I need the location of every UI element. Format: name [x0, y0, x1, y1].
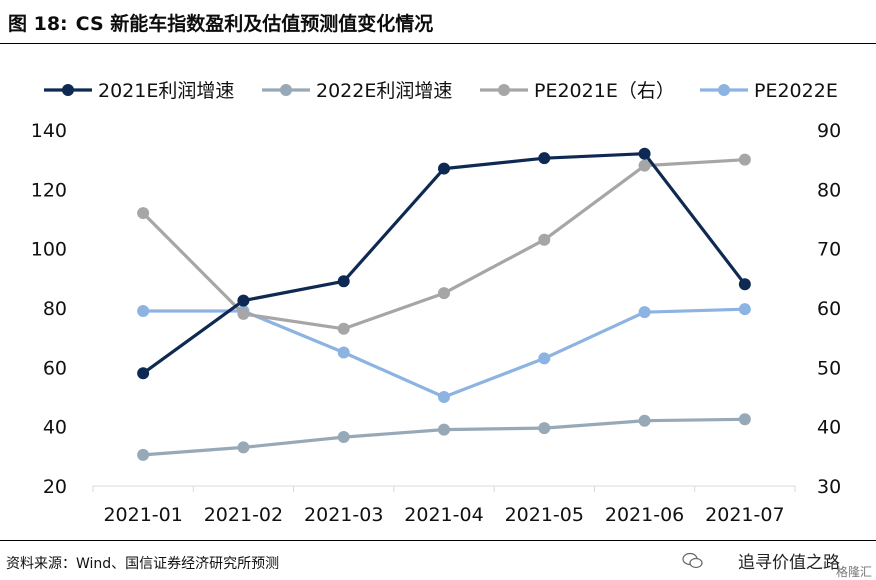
legend-item: 2021E利润增速 [44, 80, 234, 102]
legend-item: 2022E利润增速 [262, 80, 452, 102]
x-axis-tick-label: 2021-06 [605, 504, 684, 526]
x-axis-tick-label: 2021-02 [204, 504, 283, 526]
data-point [638, 306, 651, 319]
figure-title-text: CS 新能车指数盈利及估值预测值变化情况 [75, 13, 434, 35]
data-point [638, 147, 651, 160]
data-point [738, 278, 751, 291]
data-point [438, 162, 450, 175]
left-axis-tick-label: 100 [31, 239, 67, 261]
data-point [237, 307, 250, 320]
x-axis-tick-label: 2021-03 [304, 504, 383, 526]
data-point [638, 159, 651, 172]
left-axis-tick-label: 60 [43, 357, 67, 379]
legend-label: PE2021E（右） [534, 80, 675, 102]
x-axis-tick-label: 2021-04 [404, 504, 483, 526]
data-point [337, 431, 350, 444]
data-point [137, 367, 150, 380]
chart-series [137, 147, 751, 461]
data-point [438, 423, 450, 436]
left-axis-tick-label: 120 [31, 179, 67, 201]
right-axis-tick-label: 80 [817, 179, 841, 201]
data-point [538, 422, 551, 435]
legend-item: PE2022E [700, 80, 838, 102]
left-axis-tick-label: 20 [43, 476, 67, 498]
series-4 [137, 303, 751, 403]
data-point [738, 413, 751, 426]
figure-label: 图 18: [8, 13, 68, 35]
right-axis-ticks: 30 40 50 60 70 80 90 [817, 120, 841, 498]
series-line [143, 307, 745, 399]
watermark-brand: 格隆汇 [835, 565, 872, 579]
data-point [738, 303, 751, 316]
legend-item: PE2021E（右） [480, 80, 675, 102]
series-3 [137, 153, 751, 335]
right-axis-tick-label: 60 [817, 298, 841, 320]
x-axis-ticks: 2021-01 2021-02 2021-03 2021-04 2021-05 2021-… [92, 486, 796, 526]
legend-marker [718, 84, 730, 96]
legend-marker [62, 84, 74, 96]
left-axis-tick-label: 140 [31, 120, 67, 142]
chart-legend: 2021E利润增速 2022E利润增速 PE2021E（右） PE2022E [44, 80, 838, 102]
data-point [538, 152, 551, 165]
data-point [137, 207, 150, 220]
series-line [141, 158, 745, 331]
series-2 [137, 413, 751, 461]
legend-marker [498, 84, 510, 96]
data-point [438, 287, 450, 300]
data-point [638, 414, 651, 427]
data-point [337, 275, 350, 288]
data-point [538, 352, 551, 365]
data-point [137, 304, 150, 317]
series-line [142, 152, 747, 375]
right-axis-tick-label: 30 [817, 476, 841, 498]
left-axis-ticks: 20 40 60 80 100 120 140 [31, 120, 67, 498]
wechat-icon [682, 552, 703, 569]
legend-label: PE2022E [754, 80, 838, 102]
right-axis-tick-label: 90 [817, 120, 841, 142]
data-point [738, 153, 751, 166]
line-chart: 2021E利润增速 2022E利润增速 PE2021E（右） PE2022E 20 40… [31, 80, 841, 526]
right-axis-tick-label: 50 [817, 357, 841, 379]
watermark-text: 追寻价值之路 [738, 553, 840, 573]
left-axis-tick-label: 40 [43, 417, 67, 439]
legend-marker [280, 84, 292, 96]
legend-label: 2022E利润增速 [316, 80, 452, 102]
title-bar: 图 18: CS 新能车指数盈利及估值预测值变化情况 [0, 0, 876, 44]
data-point [137, 448, 150, 461]
series-1 [137, 147, 751, 380]
data-point [337, 346, 350, 359]
right-axis-tick-label: 40 [817, 417, 841, 439]
figure-title: 图 18: CS 新能车指数盈利及估值预测值变化情况 [8, 9, 441, 36]
right-axis-tick-label: 70 [817, 239, 841, 261]
legend-label: 2021E利润增速 [98, 80, 234, 102]
source-bar: 资料来源：Wind、国信证券经济研究所预测 追寻价值之路 格隆汇 [0, 540, 876, 580]
left-axis-tick-label: 80 [43, 298, 67, 320]
data-point [337, 322, 350, 335]
data-point [438, 391, 450, 403]
source-note: 资料来源：Wind、国信证券经济研究所预测 [6, 556, 280, 572]
x-axis-tick-label: 2021-05 [505, 504, 584, 526]
data-point [237, 441, 250, 454]
data-point [237, 294, 250, 307]
x-axis-tick-label: 2021-07 [705, 504, 784, 526]
x-axis-tick-label: 2021-01 [103, 504, 182, 526]
data-point [538, 233, 551, 246]
